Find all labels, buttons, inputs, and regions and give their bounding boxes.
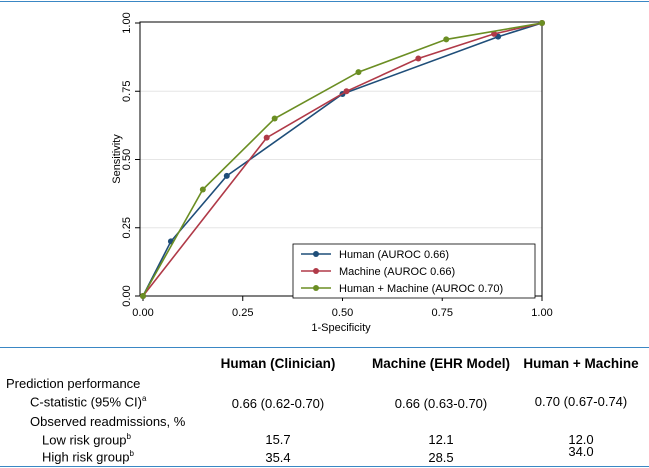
row-label-text: High risk group — [42, 449, 130, 465]
series-point-3 — [443, 36, 450, 43]
x-tick-label: 0.75 — [432, 307, 453, 319]
legend-swatch-marker — [313, 251, 319, 257]
series-point-1 — [223, 172, 230, 179]
cell-cstat-combined: 0.70 (0.67-0.74) — [534, 394, 628, 409]
row-label-sup: a — [141, 394, 147, 403]
row-label-cstat: C-statistic (95% CI)a — [30, 394, 146, 409]
header-human: Human (Clinician) — [220, 356, 336, 371]
row-label-text: C-statistic (95% CI) — [30, 394, 142, 410]
legend-box — [292, 243, 536, 299]
y-tick-label: 0.75 — [121, 81, 133, 102]
y-axis-label: Sensitivity — [111, 134, 123, 184]
cell-low-combined: 12.0 — [568, 432, 594, 447]
series-layer — [140, 20, 545, 299]
series-line-1 — [142, 22, 543, 297]
row-label-sup: b — [126, 432, 131, 441]
series-line-2 — [142, 22, 543, 297]
legend-swatch-marker — [313, 285, 319, 291]
cell-high-human: 35.4 — [265, 450, 291, 465]
legend-entry: Human + Machine (AUROC 0.70) — [339, 283, 503, 295]
cell-high-combined: 34.0 — [568, 444, 594, 459]
cell-cstat-human: 0.66 (0.62-0.70) — [231, 396, 325, 411]
legend-swatch-marker — [313, 268, 319, 274]
table-top-rule — [0, 347, 649, 348]
header-machine: Machine (EHR Model) — [371, 356, 510, 371]
header-combined: Human + Machine — [523, 356, 639, 371]
top-rule — [0, 1, 649, 2]
legend-entry: Human (AUROC 0.66) — [339, 249, 449, 261]
y-tick-label: 0.00 — [121, 285, 133, 306]
cell-cstat-machine: 0.66 (0.63-0.70) — [394, 396, 488, 411]
x-tick-label: 0.00 — [132, 307, 153, 319]
y-tick-label: 0.25 — [121, 217, 133, 238]
section-label: Prediction performance — [6, 376, 141, 391]
x-tick-label: 1.00 — [531, 307, 552, 319]
cell-low-human: 15.7 — [265, 432, 291, 447]
table-bottom-rule — [0, 466, 649, 467]
x-tick-label: 0.25 — [232, 307, 253, 319]
series-point-2 — [263, 134, 270, 141]
series-point-3 — [271, 115, 278, 122]
row-label-low: Low risk groupb — [42, 432, 131, 447]
series-point-3 — [199, 186, 206, 193]
y-tick-label: 0.50 — [121, 149, 133, 170]
series-point-3 — [539, 20, 545, 26]
series-line-3 — [142, 22, 543, 297]
series-point-3 — [140, 293, 146, 299]
grid-lines — [140, 90, 542, 229]
row-label-high: High risk groupb — [42, 449, 134, 464]
roc-chart: 0.00 0.25 0.50 0.75 1.00 0.00 0.25 0.50 0.75 1.00… — [111, 12, 553, 334]
row-label-readmissions: Observed readmissions, % — [30, 414, 186, 429]
y-tick-label: 1.00 — [121, 12, 133, 33]
row-label-sup: b — [129, 449, 134, 458]
x-tick-label: 0.50 — [332, 307, 353, 319]
axis-ticks: 0.00 0.25 0.50 0.75 1.00 0.00 0.25 0.50 0.75 1.00 — [121, 12, 553, 319]
cell-low-machine: 12.1 — [428, 432, 454, 447]
series-point-2 — [343, 88, 350, 95]
series-point-2 — [491, 30, 498, 37]
series-point-3 — [355, 69, 362, 76]
series-point-2 — [415, 55, 422, 62]
legend-entry: Machine (AUROC 0.66) — [339, 266, 455, 278]
legend: Human (AUROC 0.66) Machine (AUROC 0.66) Hu… — [292, 243, 536, 299]
x-axis-label: 1-Specificity — [311, 322, 371, 334]
cell-high-machine: 28.5 — [428, 450, 454, 465]
row-label-text: Low risk group — [42, 432, 127, 448]
